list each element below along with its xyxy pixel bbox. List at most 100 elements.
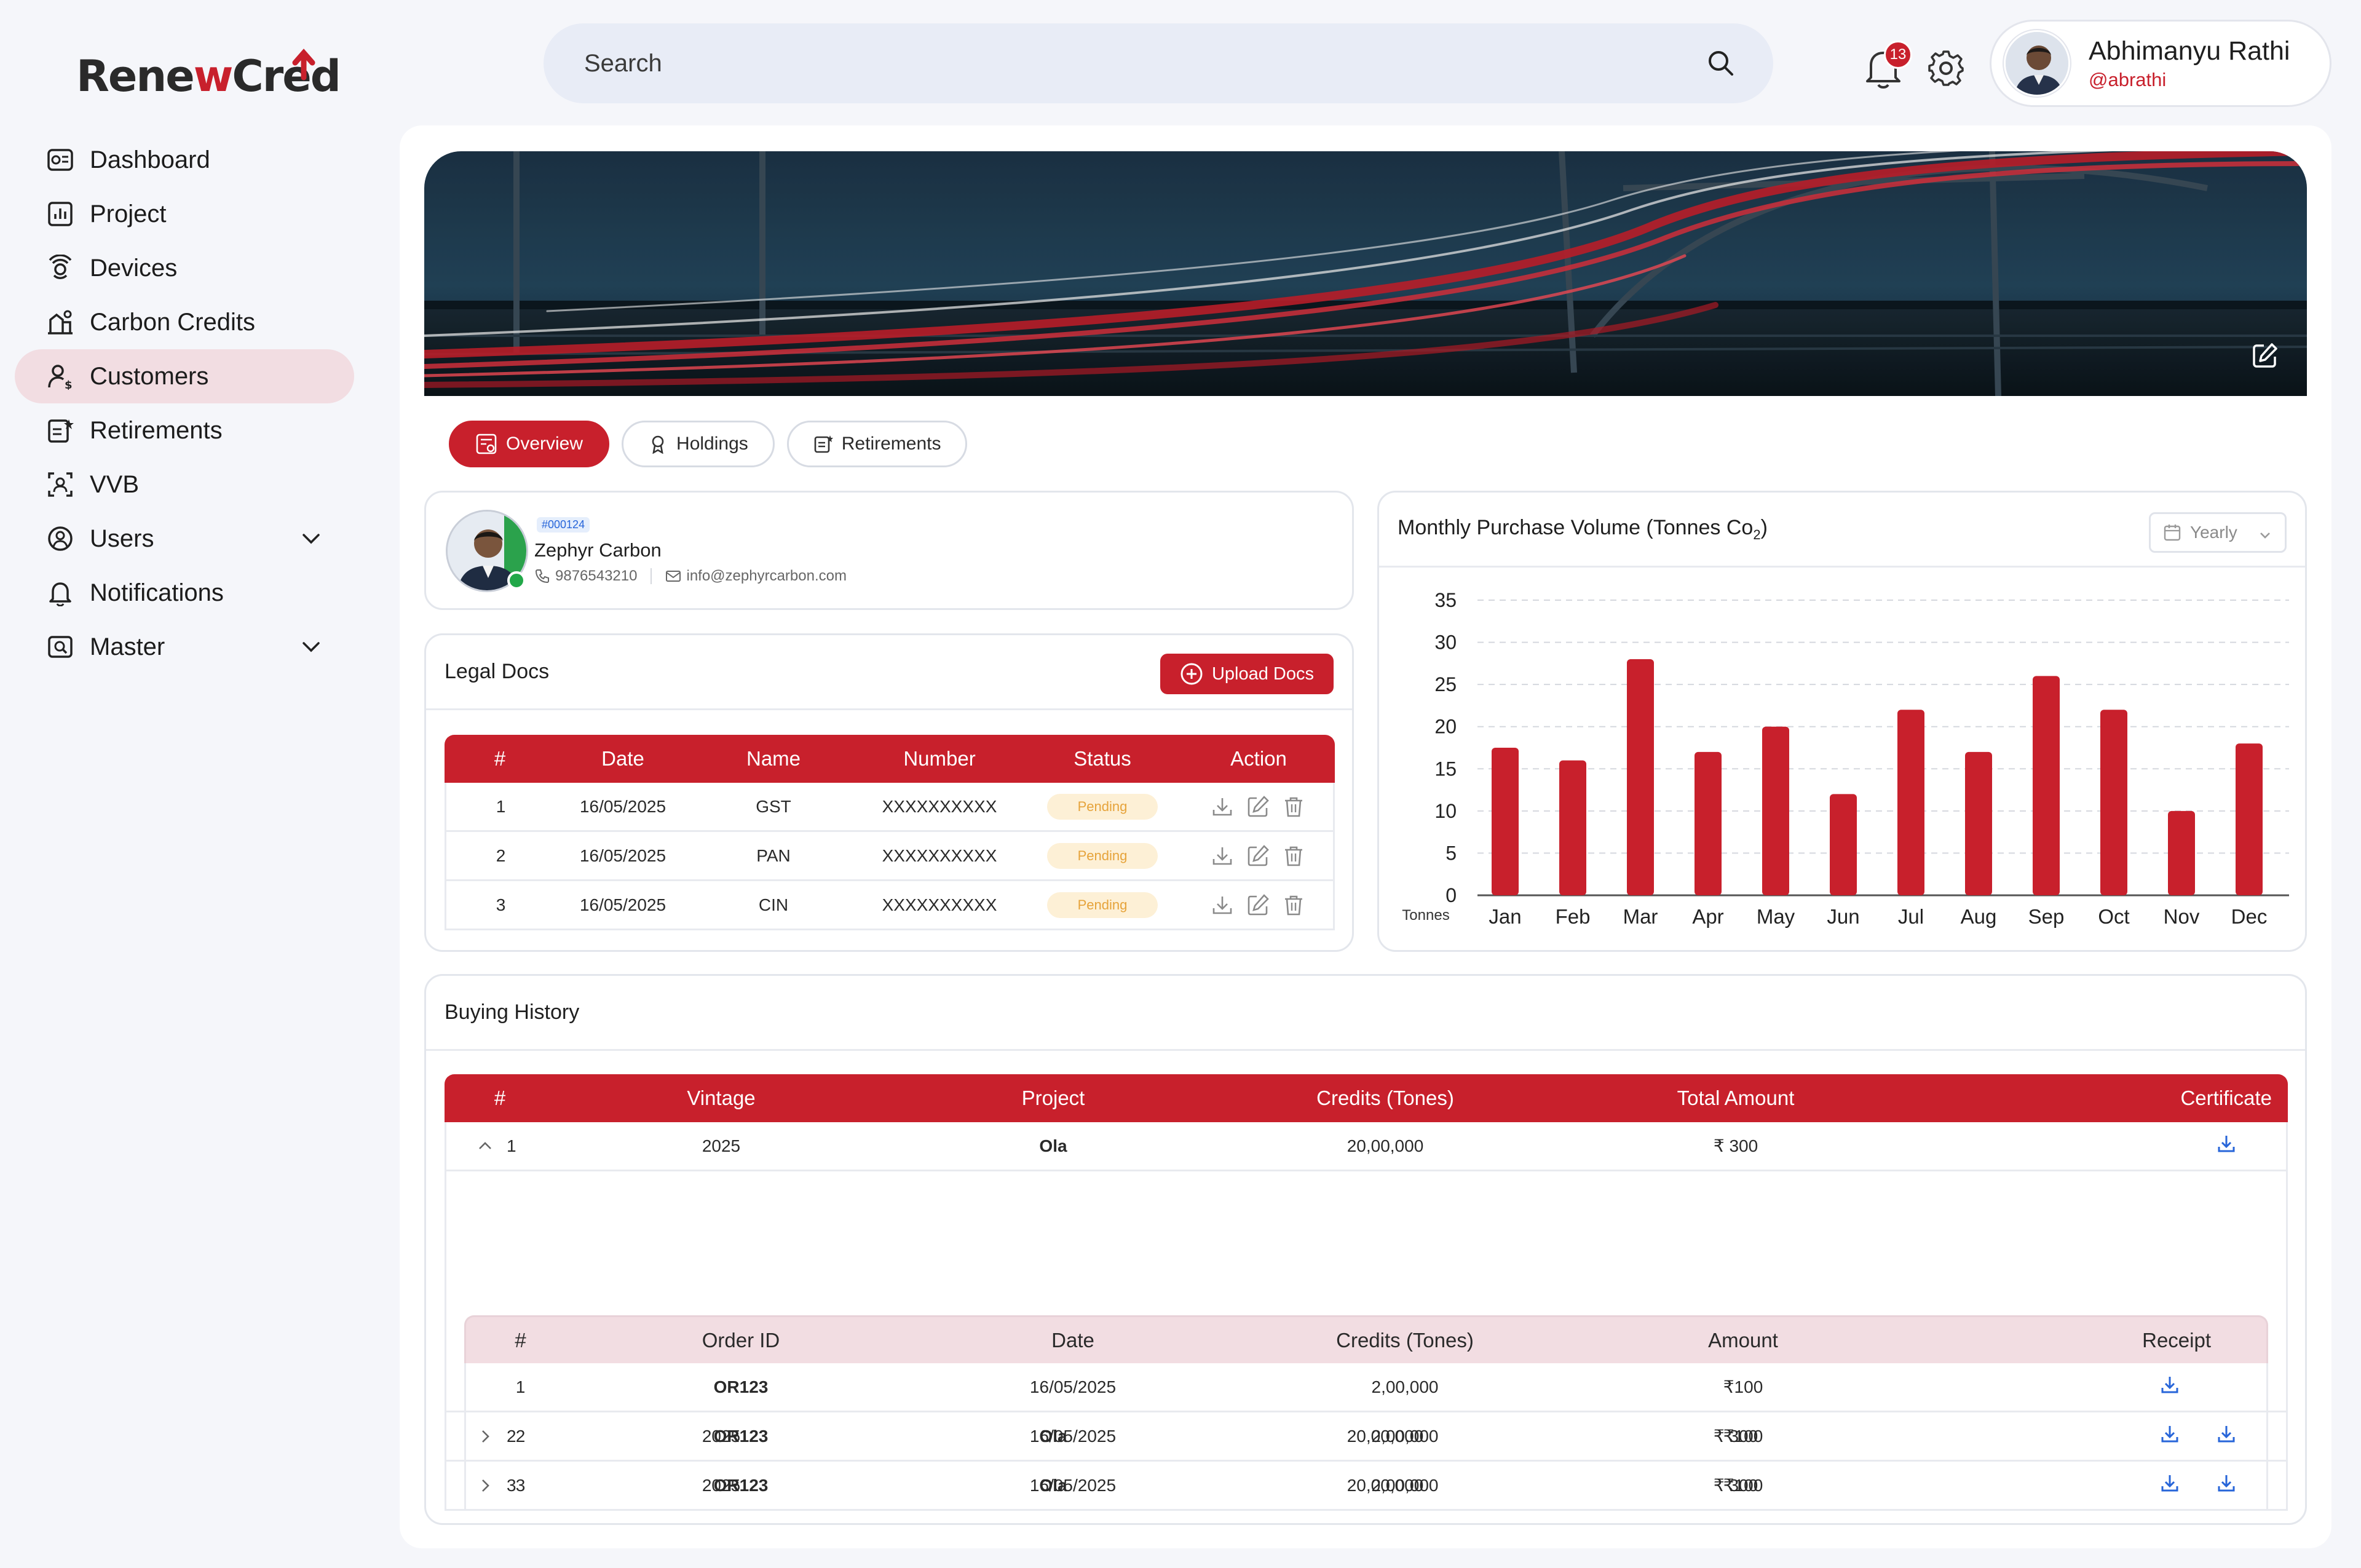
tab-overview[interactable]: Overview bbox=[449, 421, 610, 467]
chevron-up-icon[interactable] bbox=[477, 1138, 493, 1154]
sidebar-item-users[interactable]: Users bbox=[15, 512, 354, 566]
edit-icon[interactable] bbox=[1246, 795, 1270, 818]
table-row: 3 16/05/2025 CIN XXXXXXXXXX Pending bbox=[445, 881, 1335, 930]
column-header: Date bbox=[555, 735, 690, 783]
sidebar-item-master[interactable]: Master bbox=[15, 620, 354, 674]
column-header: Number bbox=[856, 735, 1022, 783]
cell-credits: 2,00,000 bbox=[1239, 1363, 1571, 1412]
download-certificate-icon[interactable] bbox=[2216, 1473, 2237, 1494]
chart-title-text: Monthly Purchase Volume (Tonnes Co bbox=[1398, 515, 1754, 539]
bar-jul[interactable] bbox=[1897, 710, 1924, 895]
column-header: Amount bbox=[1571, 1315, 1915, 1363]
sidebar-item-carbon-credits[interactable]: Carbon Credits bbox=[15, 295, 354, 349]
download-icon[interactable] bbox=[1211, 893, 1234, 917]
sidebar-item-project[interactable]: Project bbox=[15, 187, 354, 241]
sidebar-item-customers[interactable]: $ Customers bbox=[15, 349, 354, 403]
edit-icon[interactable] bbox=[1246, 844, 1270, 868]
bar-nov[interactable] bbox=[2168, 810, 2195, 895]
bar-chart: Jan Feb Mar Apr May Jun Jul Aug Sep Oct Nov Dec 0 5 1… bbox=[1402, 589, 2289, 928]
download-certificate-icon[interactable] bbox=[2216, 1133, 2237, 1154]
sidebar-item-retirements[interactable]: Retirements bbox=[15, 403, 354, 457]
logo-text-accent: w bbox=[193, 51, 234, 101]
download-icon[interactable] bbox=[1211, 795, 1234, 818]
dashboard-icon bbox=[44, 144, 76, 176]
download-receipt-icon[interactable] bbox=[2159, 1473, 2180, 1494]
sidebar-item-devices[interactable]: Devices bbox=[15, 241, 354, 295]
trash-icon[interactable] bbox=[1282, 844, 1305, 868]
bar-jun[interactable] bbox=[1830, 794, 1857, 895]
profile-tabs: Overview Holdings Retirements bbox=[449, 421, 968, 467]
sidebar-item-dashboard[interactable]: Dashboard bbox=[15, 133, 354, 187]
cell-name: CIN bbox=[690, 881, 856, 930]
chevron-right-icon[interactable] bbox=[477, 1478, 493, 1494]
cell-number: XXXXXXXXXX bbox=[856, 783, 1022, 832]
search-bar[interactable]: Search bbox=[544, 23, 1773, 103]
x-tick-label: Oct bbox=[2098, 905, 2129, 928]
sidebar-item-label: Master bbox=[90, 633, 165, 660]
profile-banner bbox=[424, 151, 2307, 396]
holdings-icon bbox=[652, 435, 664, 454]
bar-oct[interactable] bbox=[2100, 710, 2127, 895]
bar-apr[interactable] bbox=[1695, 751, 1722, 895]
search-icon[interactable] bbox=[1706, 48, 1736, 79]
search-input[interactable]: Search bbox=[584, 49, 662, 77]
bar-chart-icon bbox=[44, 198, 76, 230]
sidebar-item-notifications[interactable]: Notifications bbox=[15, 566, 354, 620]
plus-circle-icon bbox=[1180, 663, 1203, 685]
retirements-icon bbox=[44, 414, 76, 446]
cell-project: Ola bbox=[887, 1122, 1219, 1171]
buying-history-card: Buying History # Vintage Project Credits… bbox=[424, 974, 2307, 1525]
cell-date: 16/05/2025 bbox=[555, 881, 690, 930]
status-badge: Pending bbox=[1046, 842, 1158, 869]
x-tick-label: Jul bbox=[1898, 905, 1924, 928]
cell-order-id: OR123 bbox=[575, 1412, 907, 1462]
column-header: Name bbox=[690, 735, 856, 783]
bar-aug[interactable] bbox=[1965, 751, 1992, 895]
gear-icon[interactable] bbox=[1927, 49, 1965, 87]
edit-banner-icon[interactable] bbox=[2252, 342, 2279, 369]
y-tick-label: 5 bbox=[1445, 842, 1457, 864]
cell-credits: 2,00,000 bbox=[1239, 1412, 1571, 1462]
edit-icon[interactable] bbox=[1246, 893, 1270, 917]
row-number: 2 bbox=[507, 1426, 516, 1446]
sidebar-item-vvb[interactable]: VVB bbox=[15, 457, 354, 512]
bar-dec[interactable] bbox=[2236, 743, 2263, 895]
phone-icon bbox=[535, 569, 549, 584]
sidebar-item-label: Users bbox=[90, 525, 154, 552]
download-receipt-icon[interactable] bbox=[2159, 1423, 2180, 1444]
column-header: Order ID bbox=[575, 1315, 907, 1363]
chevron-down-icon[interactable] bbox=[300, 636, 322, 658]
x-tick-label: Jun bbox=[1827, 905, 1859, 928]
tab-holdings[interactable]: Holdings bbox=[622, 421, 775, 467]
customer-email[interactable]: info@zephyrcarbon.com bbox=[686, 568, 847, 584]
cell-order-id: OR123 bbox=[575, 1462, 907, 1511]
column-header: Total Amount bbox=[1551, 1074, 1920, 1122]
bar-may[interactable] bbox=[1762, 726, 1789, 895]
chart-title-end: ) bbox=[1760, 515, 1768, 539]
column-header: Certificate bbox=[1920, 1074, 2288, 1122]
status-badge: Pending bbox=[1046, 892, 1158, 918]
tab-retirements[interactable]: Retirements bbox=[786, 421, 968, 467]
download-certificate-icon[interactable] bbox=[2216, 1423, 2237, 1444]
bar-sep[interactable] bbox=[2033, 676, 2060, 895]
upload-docs-button[interactable]: Upload Docs bbox=[1160, 654, 1334, 694]
cell-actions bbox=[1182, 832, 1335, 881]
download-receipt-icon[interactable] bbox=[2159, 1374, 2180, 1395]
renewcred-logo[interactable]: Rene w Cred bbox=[76, 47, 341, 106]
chart-title-subscript: 2 bbox=[1753, 526, 1761, 542]
bar-mar[interactable] bbox=[1627, 659, 1654, 895]
trash-icon[interactable] bbox=[1282, 893, 1305, 917]
bar-feb[interactable] bbox=[1559, 760, 1586, 895]
cell-credits: 2,00,000 bbox=[1239, 1462, 1571, 1511]
download-icon[interactable] bbox=[1211, 844, 1234, 868]
x-tick-label: Apr bbox=[1692, 905, 1723, 928]
user-profile-chip[interactable]: Abhimanyu Rathi @abrathi bbox=[1990, 20, 2331, 107]
chevron-down-icon[interactable] bbox=[300, 528, 322, 550]
bar-jan[interactable] bbox=[1492, 748, 1519, 895]
trash-icon[interactable] bbox=[1282, 795, 1305, 818]
period-select[interactable]: Yearly bbox=[2149, 512, 2287, 553]
chevron-right-icon[interactable] bbox=[477, 1428, 493, 1444]
table-row[interactable]: 1 2025 Ola 20,00,000 ₹ 300 bbox=[445, 1122, 2288, 1171]
user-avatar bbox=[2004, 30, 2070, 97]
y-tick-label: 10 bbox=[1434, 800, 1457, 822]
